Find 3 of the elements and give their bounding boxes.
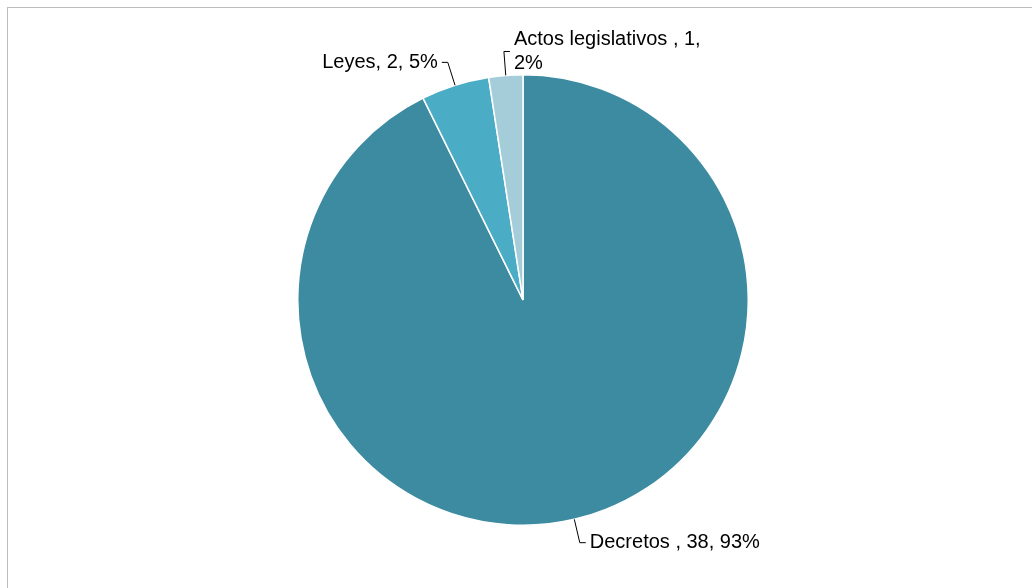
slice-label: Decretos , 38, 93% (589, 530, 761, 553)
slice-label: Leyes, 2, 5% (322, 49, 439, 72)
slice-label: Actos legislativos , 1, 2% (513, 27, 701, 73)
